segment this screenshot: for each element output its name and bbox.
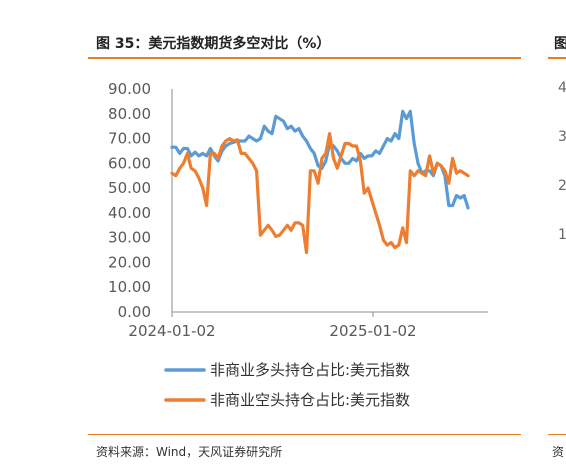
neighbor-figure-title-fragment: 图 [554,36,566,52]
neighbor-tick-fragment: 2 [558,178,566,194]
x-tick-label: 2024-01-02 [128,322,215,340]
x-tick-label: 2025-01-02 [329,322,416,340]
y-tick-label: 0.00 [118,303,151,321]
series-lines [170,109,470,255]
x-axis-ticks [171,312,374,317]
series-line-long [170,109,470,210]
figure-top-rule [88,57,521,59]
legend-label: 非商业多头持仓占比:美元指数 [210,361,410,379]
y-axis-tick-labels: 0.00 10.00 20.00 30.00 40.00 50.00 60.00 70.00 8… [108,80,151,321]
y-tick-label: 70.00 [108,130,151,148]
y-tick-label: 30.00 [108,229,151,247]
neighbor-tick-fragment: 3 [558,129,566,145]
neighbor-source-fragment: 资 [552,445,565,459]
neighbor-tick-fragment: 1 [558,227,566,243]
neighbor-bottom-rule [548,434,566,435]
x-axis-tick-labels: 2024-01-02 2025-01-02 [128,322,416,340]
y-tick-label: 60.00 [108,154,151,172]
y-tick-label: 90.00 [108,80,151,98]
figure-bottom-rule [88,434,521,435]
y-tick-label: 80.00 [108,105,151,123]
series-line-short [170,132,470,255]
y-tick-label: 20.00 [108,253,151,271]
y-tick-label: 40.00 [108,204,151,222]
neighbor-tick-fragment: 4 [558,80,566,96]
neighbor-top-rule [548,57,566,59]
legend-label: 非商业空头持仓占比:美元指数 [210,391,410,409]
y-tick-label: 50.00 [108,179,151,197]
figure-title: 图 35：美元指数期货多空对比（%） [96,36,331,52]
figure-source: 资料来源：Wind，天风证券研究所 [96,445,283,459]
y-tick-label: 10.00 [108,278,151,296]
